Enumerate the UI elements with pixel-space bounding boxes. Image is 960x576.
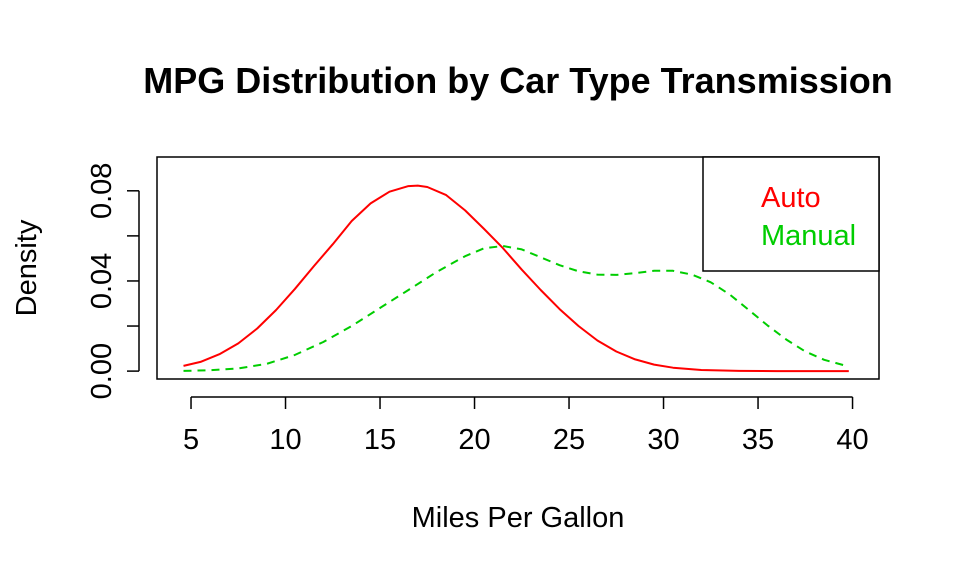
x-tick-label-2: 15	[364, 424, 396, 456]
x-tick-label-6: 35	[742, 424, 774, 456]
x-tick-label-4: 25	[553, 424, 585, 456]
x-axis: 5 10 15 20 25 30 35 40	[183, 396, 869, 456]
chart-title: MPG Distribution by Car Type Transmissio…	[143, 60, 892, 101]
y-tick-label-2: 0.04	[86, 253, 118, 309]
legend-box	[702, 156, 880, 272]
x-tick-label-5: 30	[647, 424, 679, 456]
series-layer	[183, 184, 850, 373]
legend-item-auto: Auto	[761, 182, 821, 214]
y-tick-label-0: 0.00	[86, 343, 118, 399]
y-tick-label-4: 0.08	[86, 163, 118, 219]
legend: Auto Manual	[702, 156, 880, 272]
x-axis-label: Miles Per Gallon	[412, 502, 625, 534]
y-axis-label: Density	[11, 219, 43, 316]
series-line-manual	[183, 245, 850, 372]
x-tick-label-1: 10	[269, 424, 301, 456]
x-tick-label-0: 5	[183, 424, 199, 456]
series-line-auto	[183, 184, 849, 373]
x-tick-label-3: 20	[458, 424, 490, 456]
x-tick-label-7: 40	[836, 424, 868, 456]
y-axis: 0.00 0.04 0.08	[86, 163, 140, 399]
legend-item-manual: Manual	[761, 220, 856, 252]
